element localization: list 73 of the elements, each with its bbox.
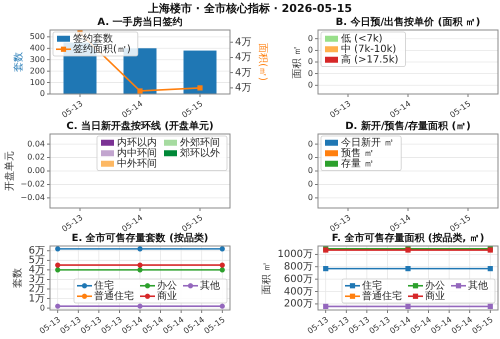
legend-label: 低 (<7k) [341,33,383,44]
y-tick-label: 0 [308,57,313,66]
legend-label: 住宅 [94,279,114,292]
y2-tick-label: 4万 [235,82,252,94]
legend-label: 住宅 [362,279,382,292]
y-axis-title: 开盘单元 [3,151,16,191]
y-tick-label: 0 [308,68,313,78]
text: 上海楼市 · 全市核心指标 · 2026-05-15 [146,2,352,15]
y-tick-label: 200万 [284,298,313,310]
legend-label: 签约套数 [73,32,113,44]
legend-label: 内中环间 [117,146,157,159]
y-tick-label: 0 [40,89,45,98]
y-tick-label: 0 [308,193,313,202]
y-axis-title: 套数 [12,52,25,72]
legend-label: 外郊环间 [180,136,220,148]
y-tick-label: 0.02 [27,152,45,162]
y-axis-title: 面积 ㎡ [262,261,273,295]
y-tick-label: −0.02 [20,180,45,189]
legend-label: 郊环以外 [180,146,220,159]
legend-label: 高 (>17.5k) [341,53,399,66]
chart-title: C. 当日新开盘按环线 (开盘单元) [66,120,214,132]
legend-label: 商业 [425,290,445,302]
y-tick-label: 1000万 [278,249,313,260]
y-tick-label: 0.00 [27,166,45,176]
y-tick-label: 0 [308,34,313,43]
y2-tick-label: 4万 [235,67,252,78]
y-tick-label: 5万 [28,255,45,266]
y-tick-label: 500 [30,32,45,42]
y-tick-label: 4万 [28,264,45,276]
legend-label: 商业 [157,290,177,302]
y-tick-label: 6万 [28,246,45,257]
legend-label: 普通住宅 [94,290,134,302]
legend-label: 中 (7k-10k) [341,42,396,55]
y-tick-label: 600万 [284,274,313,285]
legend-label: 中外环间 [117,157,157,170]
chart-title: A. 一手房当日签约 [97,16,183,28]
y-axis-title: 面积 ㎡ [292,45,303,79]
y-tick-label: 1万 [28,293,45,304]
chart-title: E. 全市可售存量套数 (按品类) [72,232,208,244]
chart-title: B. 今日预/出售按单价 (面积 ㎡) [336,16,480,28]
y-tick-label: 400 [30,43,45,52]
legend-label: 预售 ㎡ [341,146,374,159]
legend-label: 其他 [200,279,220,292]
y-tick-label: 3万 [28,274,45,286]
y-axis-title: 套数 [12,268,24,288]
y2-tick-label: 4万 [235,52,252,64]
y-tick-label: 2万 [28,284,45,295]
y-tick-label: 400万 [284,286,313,298]
legend-label: 办公 [157,279,177,292]
y-tick-label: 100 [30,78,45,87]
legend-label: 其他 [468,279,488,292]
y-tick-label: 0 [308,152,313,162]
y-tick-label: 0 [308,80,313,90]
legend-label: 今日新开 ㎡ [341,136,394,148]
y-tick-label: 0 [308,46,313,55]
legend-label: 内环以内 [117,136,157,148]
y-tick-label: 300 [30,54,45,64]
y2-tick-label: 4万 [235,36,252,48]
legend-label: 存量 ㎡ [341,157,374,170]
chart-title: D. 新开/预售/存量面积 (㎡) [345,120,471,132]
y-tick-label: 800万 [284,261,313,272]
y-tick-label: 0 [308,166,313,176]
y-tick-label: 0 [40,303,45,312]
legend-label: 签约面积(㎡) [73,42,131,55]
y-tick-label: −0.04 [20,193,45,202]
chart-title: F. 全市可售存量面积 (按品类, ㎡) [332,232,484,244]
y-tick-label: 0.04 [27,139,45,148]
legend-label: 普通住宅 [362,290,402,302]
y2-axis-title: 面积(㎡) [257,43,268,81]
legend-label: 办公 [425,279,445,292]
y-tick-label: 0 [308,139,313,148]
y-tick-label: 200 [30,66,45,76]
y-tick-label: 0 [308,180,313,189]
